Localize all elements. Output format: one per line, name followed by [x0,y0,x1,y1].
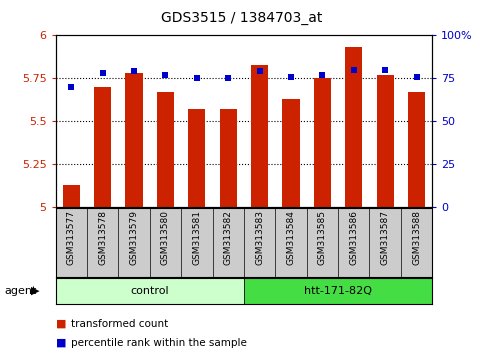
Text: transformed count: transformed count [71,319,169,329]
Bar [345,47,362,207]
Text: GSM313580: GSM313580 [161,210,170,265]
Bar [63,185,80,207]
Text: ■: ■ [56,338,66,348]
Text: GSM313577: GSM313577 [67,210,76,265]
Bar [56,278,244,304]
Text: GSM313579: GSM313579 [129,210,139,265]
Bar [408,92,425,207]
Text: GSM313578: GSM313578 [98,210,107,265]
Bar [126,73,142,207]
Point [130,69,138,74]
Text: agent: agent [5,286,37,296]
Point [319,72,327,78]
Bar [314,78,331,207]
Text: control: control [130,286,169,296]
Point [161,72,170,78]
Point [412,74,420,79]
Text: GSM313588: GSM313588 [412,210,421,265]
Text: GSM313584: GSM313584 [286,210,296,265]
Bar [251,64,268,207]
Point [382,67,389,73]
Text: ▶: ▶ [30,286,39,296]
Text: GSM313583: GSM313583 [255,210,264,265]
Point [224,75,232,81]
Point [256,69,264,74]
Bar [244,278,432,304]
Point [350,67,357,73]
Text: GSM313586: GSM313586 [349,210,358,265]
Text: ■: ■ [56,319,66,329]
Point [193,75,201,81]
Text: GSM313587: GSM313587 [381,210,390,265]
Point [68,84,75,90]
Text: GDS3515 / 1384703_at: GDS3515 / 1384703_at [161,11,322,25]
Point [99,70,107,76]
Bar [220,109,237,207]
Text: percentile rank within the sample: percentile rank within the sample [71,338,247,348]
Point [287,74,295,79]
Text: GSM313582: GSM313582 [224,210,233,265]
Bar [94,87,111,207]
Text: GSM313581: GSM313581 [192,210,201,265]
Text: GSM313585: GSM313585 [318,210,327,265]
Bar [377,75,394,207]
Text: htt-171-82Q: htt-171-82Q [304,286,372,296]
Bar [157,92,174,207]
Bar [283,99,299,207]
Bar [188,109,205,207]
